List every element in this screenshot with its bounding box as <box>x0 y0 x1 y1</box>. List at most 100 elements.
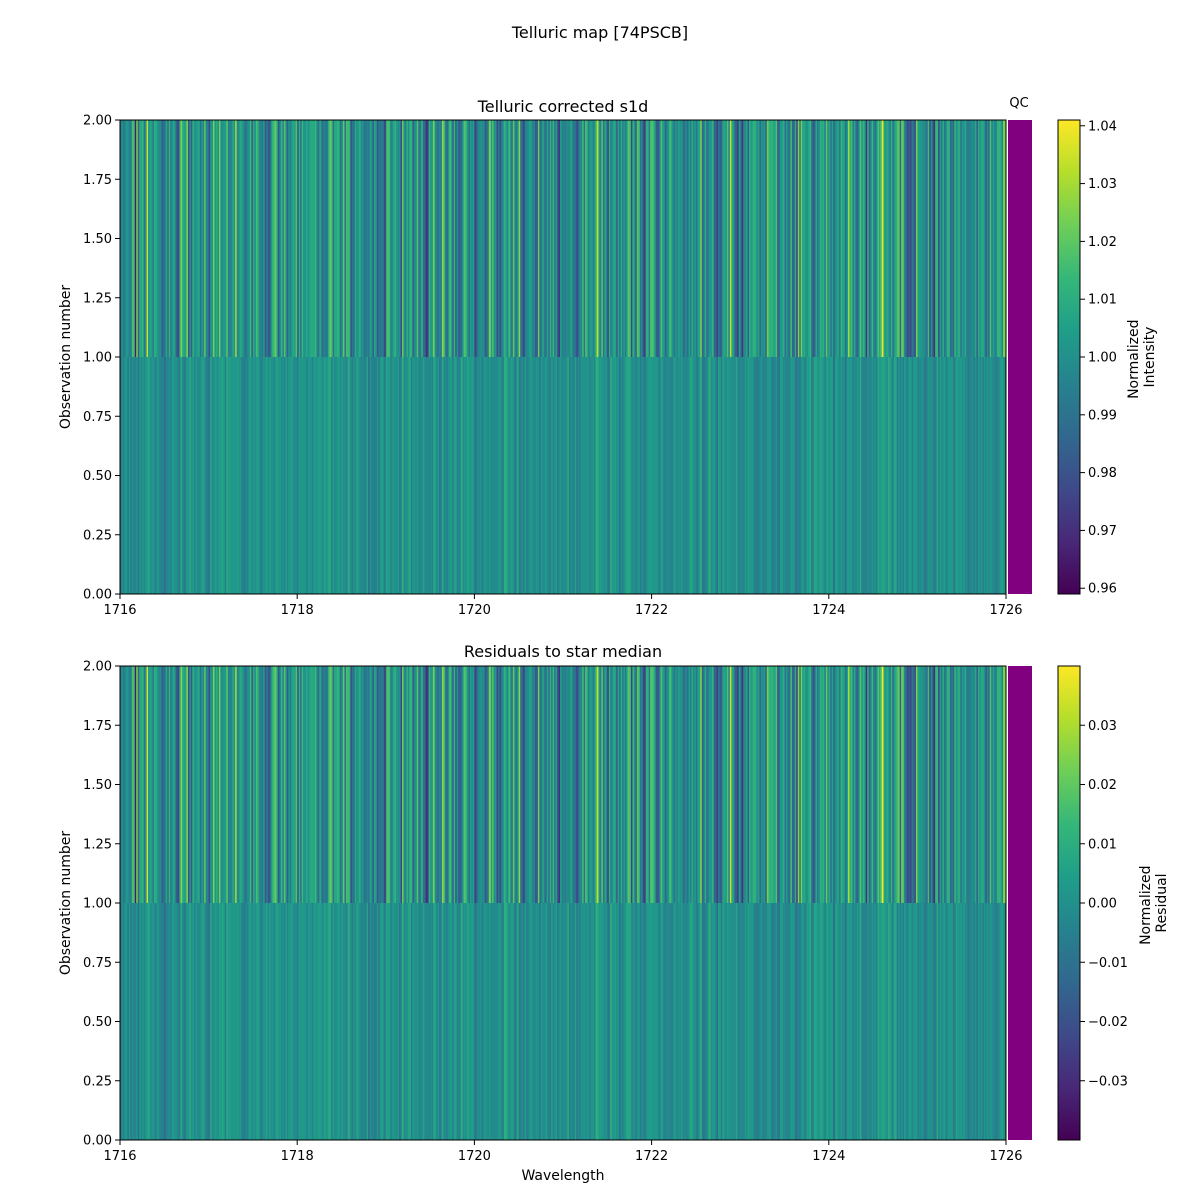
heatmap-cell <box>756 357 759 594</box>
heatmap-cell <box>201 903 204 1140</box>
heatmap-cell <box>576 120 579 357</box>
heatmap-cell <box>549 666 552 903</box>
heatmap-cell <box>862 666 865 903</box>
heatmap-cell <box>979 120 982 357</box>
heatmap-cell <box>721 903 724 1140</box>
colorbar-tick-label: 0.03 <box>1088 719 1117 734</box>
heatmap-cell <box>876 120 879 357</box>
heatmap-cell <box>149 666 152 903</box>
heatmap-cell <box>899 666 902 903</box>
heatmap-cell <box>328 120 331 357</box>
heatmap-cell <box>849 357 852 594</box>
heatmap-cell <box>746 120 749 357</box>
heatmap-cell <box>365 357 368 594</box>
heatmap-cell <box>905 666 908 903</box>
heatmap-cell <box>164 357 167 594</box>
heatmap-cell <box>697 903 700 1140</box>
heatmap-cell <box>718 903 721 1140</box>
heatmap-cell <box>406 903 409 1140</box>
heatmap-cell <box>159 357 162 594</box>
heatmap-cell <box>283 357 286 594</box>
heatmap-cell <box>403 120 406 357</box>
heatmap-cell <box>500 120 504 357</box>
heatmap-cell <box>892 666 895 903</box>
heatmap-cell <box>413 666 416 903</box>
heatmap-cell <box>190 357 193 594</box>
heatmap-cell <box>179 903 182 1140</box>
heatmap-cell <box>311 357 315 594</box>
heatmap-cell <box>943 120 947 357</box>
heatmap-cell <box>715 120 718 357</box>
heatmap-cell <box>840 357 843 594</box>
heatmap-cell <box>735 903 738 1140</box>
heatmap-cell <box>552 666 555 903</box>
heatmap-cell <box>945 357 948 594</box>
heatmap-cell <box>418 666 421 903</box>
heatmap-cell <box>406 666 409 903</box>
heatmap-cell <box>397 903 400 1140</box>
heatmap-cell <box>726 903 729 1140</box>
heatmap-cell <box>427 666 430 903</box>
heatmap-cell <box>224 120 227 357</box>
heatmap-cell <box>506 120 509 357</box>
heatmap-cell <box>850 903 854 1140</box>
heatmap-cell <box>930 903 933 1140</box>
colorbar-tick-label: 0.98 <box>1088 466 1117 481</box>
heatmap-cell <box>1000 357 1003 594</box>
heatmap-cell <box>291 357 294 594</box>
heatmap-cell <box>205 903 208 1140</box>
heatmap-cell <box>1004 357 1006 594</box>
heatmap-cell <box>189 903 192 1140</box>
heatmap-cell <box>193 666 196 903</box>
heatmap-cell <box>207 120 210 357</box>
colorbar <box>1057 119 1081 595</box>
heatmap-cell <box>746 357 749 594</box>
heatmap-cell <box>159 120 162 357</box>
heatmap-cell <box>737 120 740 357</box>
heatmap-cell <box>949 357 952 594</box>
heatmap-cell <box>130 903 133 1140</box>
heatmap-cell <box>446 357 449 594</box>
heatmap-cell <box>199 903 202 1140</box>
heatmap-cell <box>484 357 487 594</box>
heatmap-cell <box>607 903 610 1140</box>
heatmap-cell <box>592 903 595 1140</box>
heatmap-cell <box>627 357 631 594</box>
heatmap-cell <box>692 120 696 357</box>
heatmap-cell <box>991 120 994 357</box>
heatmap-cell <box>325 357 328 594</box>
heatmap-cell <box>363 903 366 1140</box>
heatmap-cell <box>853 903 856 1140</box>
heatmap-cell <box>778 120 781 357</box>
heatmap-cell <box>865 666 868 903</box>
heatmap-cell <box>816 666 820 903</box>
heatmap-cell <box>520 120 523 357</box>
heatmap-cell <box>915 357 918 594</box>
heatmap-cell <box>692 903 696 1140</box>
heatmap-cell <box>264 120 267 357</box>
heatmap-cell <box>472 666 475 903</box>
heatmap-cell <box>642 357 645 594</box>
heatmap-cell <box>452 666 455 903</box>
heatmap-cell <box>831 903 834 1140</box>
y-tick-label: 1.50 <box>83 778 112 793</box>
heatmap-cell <box>310 357 313 594</box>
heatmap-cell <box>527 903 530 1140</box>
heatmap-cell <box>289 666 292 903</box>
heatmap-cell <box>819 120 823 357</box>
heatmap-cell <box>133 903 136 1140</box>
heatmap-cell <box>871 120 874 357</box>
heatmap-cell <box>506 666 509 903</box>
heatmap-cell <box>850 120 854 357</box>
heatmap-cell <box>280 666 284 903</box>
heatmap-cell <box>749 903 752 1140</box>
heatmap-cell <box>248 120 251 357</box>
heatmap-cell <box>224 666 227 903</box>
heatmap-cell <box>543 666 546 903</box>
heatmap-cell <box>462 666 465 903</box>
heatmap-cell <box>512 903 515 1140</box>
heatmap-cell <box>165 666 168 903</box>
heatmap-cell <box>669 903 672 1140</box>
heatmap-cell <box>568 666 571 903</box>
heatmap-cell <box>565 666 569 903</box>
